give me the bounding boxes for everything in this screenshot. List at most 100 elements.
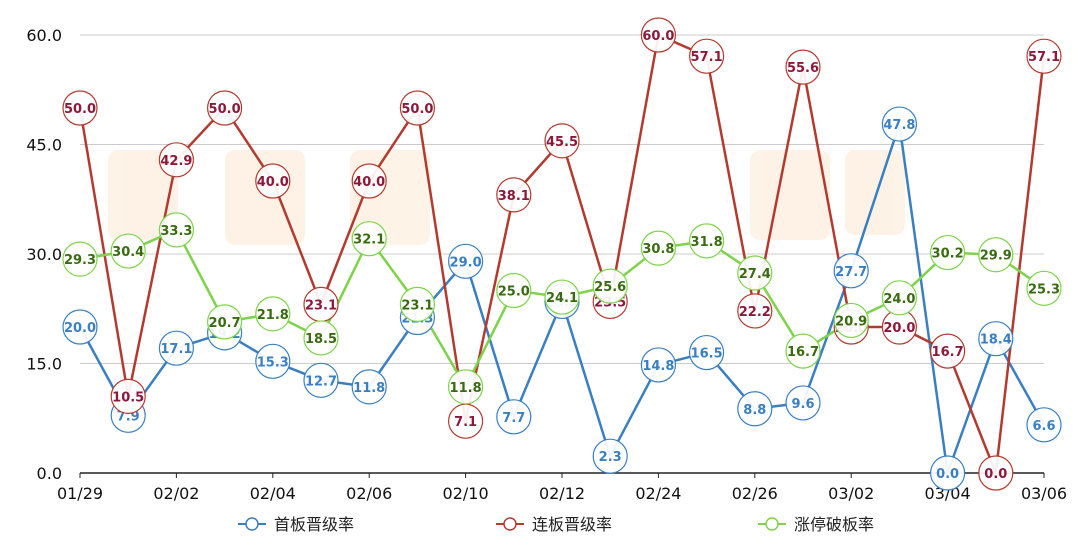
data-label: 20.9 [835,314,867,329]
legend-label: 涨停破板率 [794,515,874,534]
data-label: 8.8 [743,403,766,418]
data-point [158,212,194,248]
data-point [207,90,243,126]
y-tick-label: 30.0 [26,245,62,264]
data-point [833,302,869,339]
data-point [592,268,628,304]
data-label: 17.1 [160,342,192,357]
data-point [785,333,821,369]
data-label: 0.0 [936,467,959,482]
legend-swatch-marker [245,517,259,531]
data-point [978,321,1014,357]
data-point [737,293,773,329]
data-point [978,455,1014,491]
data-point [448,369,484,405]
data-point [62,309,98,345]
data-point [978,237,1014,273]
data-label: 20.7 [209,316,241,331]
data-point [544,279,580,315]
data-point [110,378,146,414]
data-point [737,391,773,427]
data-label: 50.0 [401,102,433,117]
data-label: 14.8 [642,359,674,374]
x-tick-label: 03/02 [828,484,874,503]
series-markers: 20.07.917.119.215.312.711.821.329.07.723… [62,17,1062,491]
data-label: 23.1 [305,298,337,313]
data-label: 57.1 [691,50,723,65]
data-point [688,223,725,259]
data-label: 27.4 [739,267,771,282]
legend-item-3: 涨停破板率 [758,515,874,534]
x-tick-label: 03/04 [925,484,971,503]
data-label: 47.8 [883,118,915,133]
data-label: 29.3 [64,253,96,268]
data-label: 12.7 [305,374,337,389]
data-point [737,255,773,291]
data-label: 32.1 [353,233,385,248]
data-point [110,233,146,269]
data-point [929,333,966,369]
x-tick-label: 02/24 [635,484,681,503]
data-label: 25.6 [594,280,626,295]
data-label: 30.2 [932,247,964,262]
y-axis-ticks: 0.0 15.0 30.0 45.0 60.0 [26,26,62,483]
data-point [496,177,532,213]
series-points-2: 50.0 10.5 42.9 50.0 40.0 23.1 40.0 50.0 7.1 38.1 4… [62,17,1062,491]
data-point [496,399,532,435]
data-label: 33.3 [160,224,192,239]
data-point [255,296,291,332]
data-label: 40.0 [353,175,385,190]
data-label: 22.2 [739,305,771,320]
data-label: 0.0 [984,467,1007,482]
y-tick-label: 0.0 [37,464,62,483]
data-label: 11.8 [353,381,385,396]
data-label: 57.1 [1028,50,1060,65]
data-point [881,106,918,142]
data-point [62,241,98,277]
data-label: 25.3 [1028,282,1060,297]
data-point [255,163,291,199]
data-label: 11.8 [450,381,482,396]
data-point [929,455,966,491]
x-tick-label: 02/06 [346,484,392,503]
data-point [785,49,821,85]
data-point [158,330,194,366]
data-label: 24.1 [546,291,578,306]
x-tick-label: 02/12 [539,484,585,503]
data-label: 50.0 [64,102,96,117]
data-label: 42.9 [160,154,192,169]
y-tick-label: 15.0 [26,355,62,374]
x-tick-label: 02/02 [153,484,199,503]
data-point [303,362,339,398]
legend-item-1: 首板晋级率 [238,515,354,534]
series-points-1: 20.07.917.119.215.312.711.821.329.07.723… [62,106,1062,491]
series-points-3: 29.3 30.4 33.3 20.7 21.8 18.5 32.1 23.1 11.8 25.0… [62,212,1062,405]
data-label: 18.5 [305,332,337,347]
data-label: 16.5 [691,347,723,362]
legend-swatch-marker [503,517,517,531]
data-label: 20.0 [883,321,915,336]
data-point [399,90,435,126]
data-point [1026,38,1062,74]
data-label: 38.1 [498,189,530,204]
data-label: 23.1 [401,298,433,313]
x-tick-label: 01/29 [57,484,103,503]
data-label: 10.5 [112,390,144,405]
data-label: 7.9 [117,409,140,424]
data-label: 7.7 [502,411,525,426]
data-label: 18.4 [980,333,1012,348]
data-label: 50.0 [209,102,241,117]
data-point [351,369,387,405]
data-point [62,90,98,126]
legend-label: 连板晋级率 [532,515,612,534]
data-point [1026,270,1062,306]
data-point [688,38,725,74]
data-point [640,347,677,383]
data-point [592,438,628,474]
data-point [929,234,966,271]
x-tick-label: 02/04 [250,484,296,503]
grid-lines [80,34,1044,364]
x-axis-ticks: 01/29 02/02 02/04 02/06 02/10 02/12 02/24 02/26… [57,473,1067,503]
data-label: 21.8 [257,308,289,323]
data-label: 29.9 [980,249,1012,264]
